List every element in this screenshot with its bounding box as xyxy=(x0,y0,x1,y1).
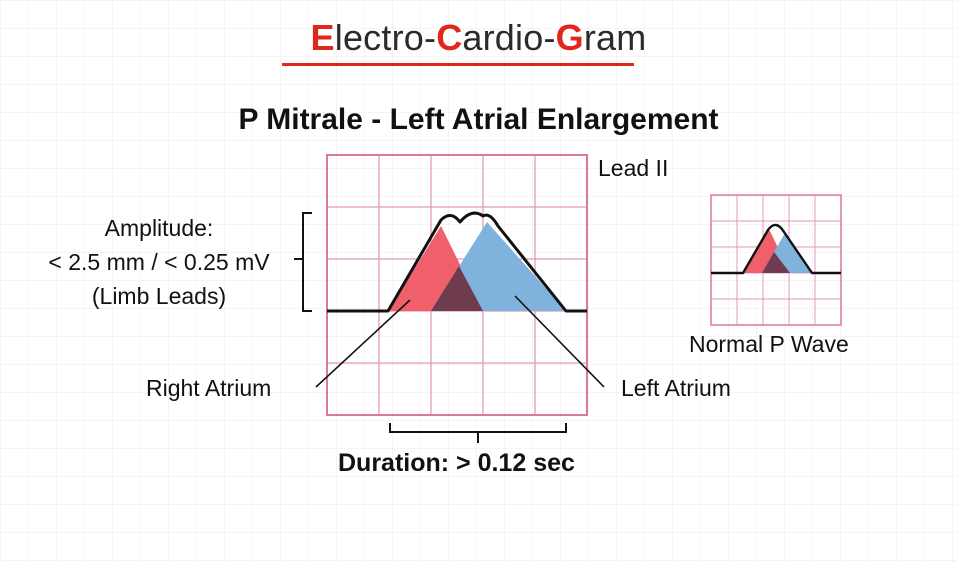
atrial-overlap-region xyxy=(431,266,483,311)
app-title: Electro-Cardio-Gram xyxy=(0,14,957,62)
p-mitrale-wave xyxy=(327,211,587,313)
title-part-cardio: Cardio- xyxy=(436,17,556,58)
normal-overlap-region xyxy=(762,252,790,273)
right-atrium-pointer xyxy=(315,299,411,388)
title-part-electro: Electro- xyxy=(310,17,437,58)
left-atrium-label: Left Atrium xyxy=(621,375,731,401)
left-atrium-pointer xyxy=(514,295,605,388)
amplitude-label: Amplitude: < 2.5 mm / < 0.25 mV (Limb Le… xyxy=(20,211,298,313)
p-wave-trace xyxy=(327,211,587,313)
lead-label: Lead II xyxy=(598,155,669,181)
amplitude-title: Amplitude: xyxy=(104,215,214,241)
duration-label: Duration: > 0.12 sec xyxy=(338,449,575,477)
page-subtitle: P Mitrale - Left Atrial Enlargement xyxy=(238,103,719,136)
right-atrium-label: Right Atrium xyxy=(146,375,272,401)
title-part-gram: Gram xyxy=(555,17,647,58)
title-underline xyxy=(282,63,634,66)
amplitude-bracket xyxy=(294,212,312,312)
amplitude-note: (Limb Leads) xyxy=(91,283,227,309)
duration-bracket xyxy=(389,423,567,443)
normal-p-wave xyxy=(711,223,841,275)
normal-p-wave-label: Normal P Wave xyxy=(689,331,849,357)
normal-p-wave-trace xyxy=(711,223,841,275)
amplitude-value: < 2.5 mm / < 0.25 mV xyxy=(48,249,270,275)
